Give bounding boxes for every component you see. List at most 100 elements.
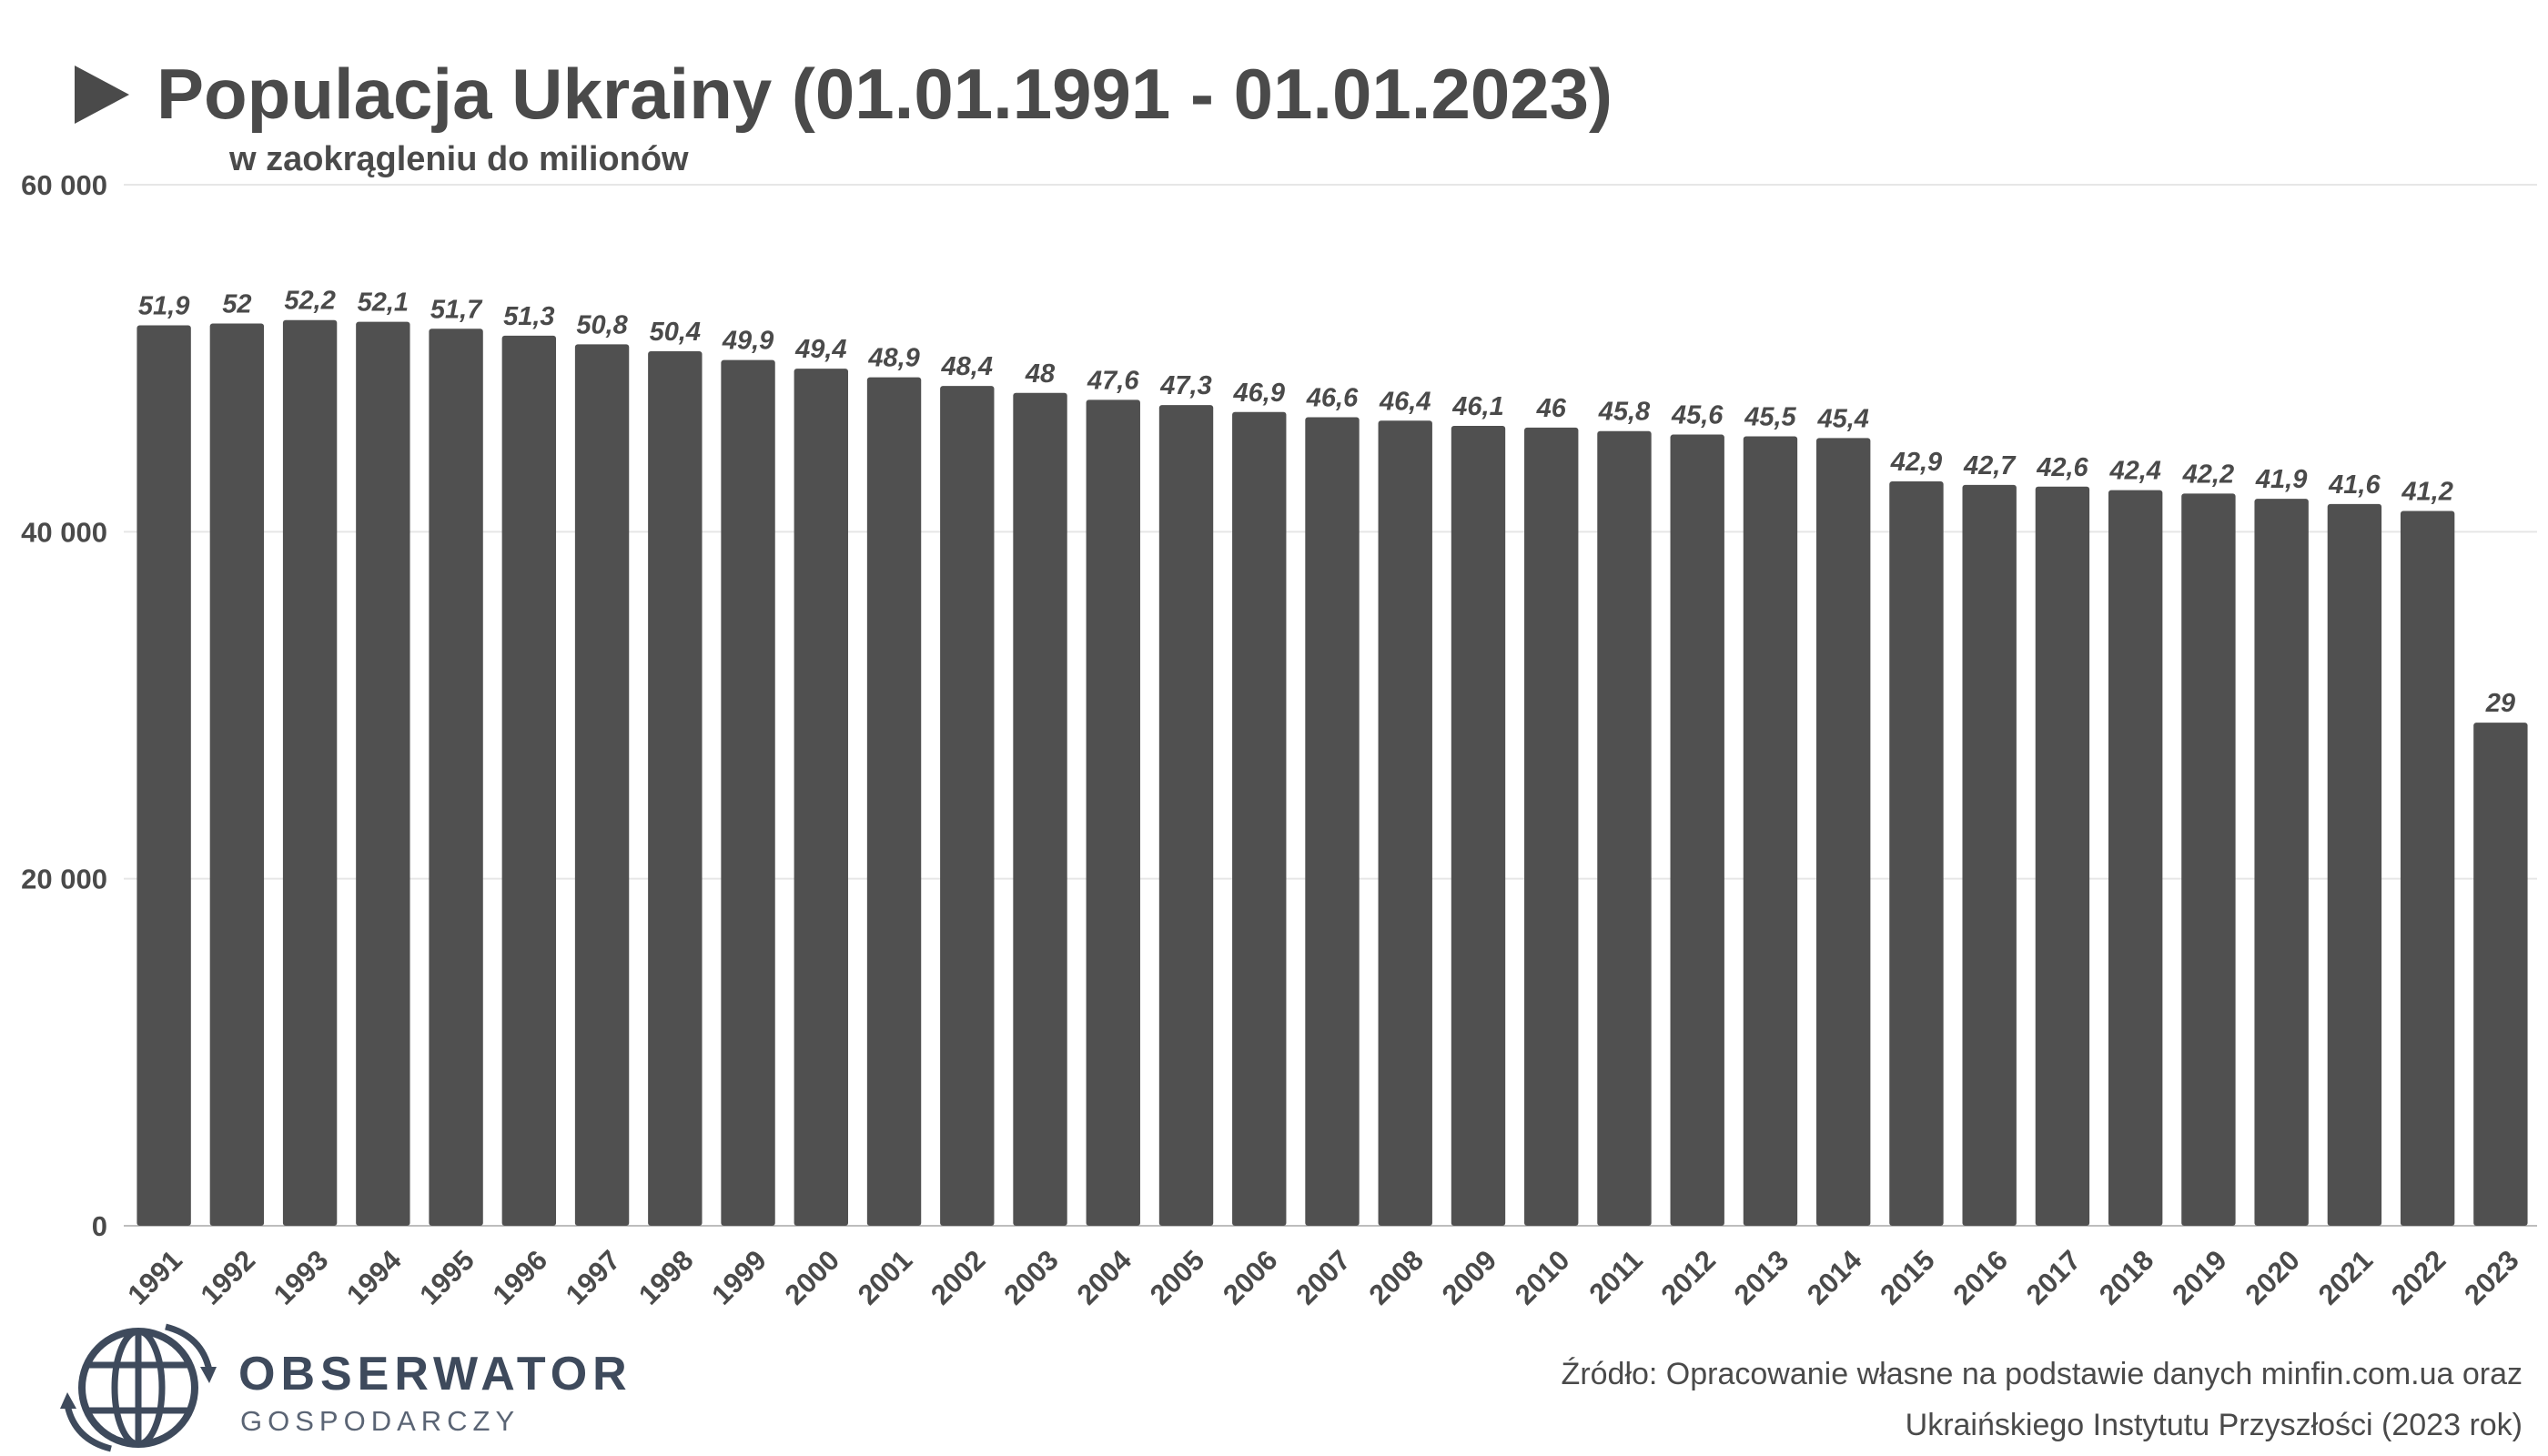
data-label: 49,4 xyxy=(794,335,846,364)
x-tick-label: 1994 xyxy=(340,1244,408,1311)
chart-title: Populacja Ukrainy (01.01.1991 - 01.01.20… xyxy=(157,54,1613,134)
data-label: 42,4 xyxy=(2108,457,2160,486)
data-label: 45,8 xyxy=(1598,398,1651,427)
data-label: 46,6 xyxy=(1306,383,1359,412)
data-label: 50,4 xyxy=(650,318,701,347)
data-label: 46,9 xyxy=(1233,379,1285,408)
x-tick-label: 2023 xyxy=(2458,1244,2525,1311)
logo-text-primary: OBSERWATOR xyxy=(238,1348,632,1400)
source-note: Źródło: Opracowanie własne na podstawie … xyxy=(1562,1349,2523,1451)
data-label: 42,2 xyxy=(2182,460,2234,489)
x-tick-label: 2014 xyxy=(1801,1244,1868,1311)
data-label: 47,6 xyxy=(1087,366,1139,395)
x-tick-label: 1999 xyxy=(705,1244,773,1311)
bar xyxy=(574,344,630,1226)
source-line-1: Źródło: Opracowanie własne na podstawie … xyxy=(1561,1357,2523,1391)
x-tick-label: 2007 xyxy=(1289,1244,1357,1311)
data-labels: 51,9 52 52,2 52,1 51,7 51,3 50,8 50,4 49,9 49,4 48… xyxy=(138,287,2515,718)
bar xyxy=(1305,417,1360,1226)
bar xyxy=(1597,430,1652,1226)
bar xyxy=(282,319,338,1227)
data-label: 45,6 xyxy=(1671,401,1724,430)
x-axis: 1991 1992 1993 1994 1995 1996 1997 1998 1999 2000… xyxy=(121,1244,2524,1311)
data-label: 46,1 xyxy=(1451,392,1503,421)
chart-subtitle: w zaokrągleniu do milionów xyxy=(229,140,689,178)
bar xyxy=(1451,426,1506,1226)
y-axis: 0 20 000 40 000 60 000 xyxy=(21,169,107,1242)
x-tick-label: 2003 xyxy=(997,1244,1065,1311)
y-tick-label: 20 000 xyxy=(21,864,107,895)
bar xyxy=(501,335,557,1226)
bar xyxy=(136,325,191,1226)
data-label: 41,6 xyxy=(2328,470,2381,500)
x-tick-label: 2010 xyxy=(1509,1244,1576,1311)
x-tick-label: 2002 xyxy=(925,1244,992,1311)
x-tick-label: 2008 xyxy=(1363,1244,1431,1311)
bar xyxy=(209,323,265,1226)
bar xyxy=(2181,493,2236,1226)
bar xyxy=(1158,405,1214,1226)
bar xyxy=(1962,484,2017,1226)
bar xyxy=(794,369,848,1226)
data-label: 50,8 xyxy=(576,310,628,339)
x-tick-label: 2020 xyxy=(2239,1244,2306,1311)
data-label: 29 xyxy=(2485,689,2515,718)
x-tick-label: 2022 xyxy=(2385,1244,2452,1311)
x-tick-label: 1995 xyxy=(413,1244,480,1311)
bars xyxy=(136,319,2528,1227)
logo-text-secondary: GOSPODARCZY xyxy=(240,1405,521,1437)
bar xyxy=(1086,399,1140,1227)
data-label: 51,9 xyxy=(138,291,189,320)
bar xyxy=(940,386,995,1226)
data-label: 42,6 xyxy=(2036,453,2088,482)
bar xyxy=(2327,503,2382,1226)
bar xyxy=(1816,438,1871,1227)
bar xyxy=(2400,511,2455,1226)
x-tick-label: 2000 xyxy=(779,1244,846,1311)
x-tick-label: 2021 xyxy=(2312,1244,2380,1311)
data-label: 52,2 xyxy=(284,287,335,316)
bar xyxy=(1524,427,1579,1226)
data-label: 41,2 xyxy=(2401,477,2452,506)
x-tick-label: 2012 xyxy=(1654,1244,1722,1311)
x-tick-label: 2013 xyxy=(1728,1244,1795,1311)
data-label: 52,1 xyxy=(358,288,409,318)
x-tick-label: 1996 xyxy=(487,1244,554,1311)
data-label: 42,9 xyxy=(1890,448,1942,477)
bar xyxy=(1232,411,1287,1227)
data-label: 51,3 xyxy=(503,302,554,331)
data-label: 46,4 xyxy=(1379,387,1431,416)
x-tick-label: 2001 xyxy=(852,1244,919,1311)
data-label: 48,9 xyxy=(867,344,919,373)
data-label: 48,4 xyxy=(941,352,993,381)
bar xyxy=(2035,486,2090,1226)
x-tick-label: 2005 xyxy=(1144,1244,1211,1311)
data-label: 51,7 xyxy=(430,295,483,324)
bar xyxy=(2254,499,2309,1226)
bar xyxy=(648,351,703,1226)
x-tick-label: 2006 xyxy=(1217,1244,1284,1311)
bar xyxy=(1378,420,1432,1227)
chart-header: Populacja Ukrainy (01.01.1991 - 01.01.20… xyxy=(75,53,2168,180)
x-tick-label: 1991 xyxy=(121,1244,188,1311)
bar xyxy=(1670,434,1724,1226)
x-tick-label: 2009 xyxy=(1436,1244,1503,1311)
x-tick-label: 2015 xyxy=(1874,1244,1941,1311)
data-label: 41,9 xyxy=(2255,465,2307,494)
x-tick-label: 1992 xyxy=(195,1244,262,1311)
x-tick-label: 2019 xyxy=(2166,1244,2233,1311)
y-tick-label: 40 000 xyxy=(21,516,107,548)
data-label: 42,7 xyxy=(1963,451,2017,480)
data-label: 49,9 xyxy=(722,327,774,356)
x-tick-label: 1997 xyxy=(560,1244,627,1311)
logo: OBSERWATOR GOSPODARCZY xyxy=(56,1321,627,1454)
data-label: 47,3 xyxy=(1159,371,1211,400)
y-tick-label: 0 xyxy=(92,1210,107,1242)
bar xyxy=(1013,392,1067,1226)
bar xyxy=(2108,490,2163,1226)
x-tick-label: 1993 xyxy=(268,1244,335,1311)
bar xyxy=(356,321,410,1226)
x-tick-label: 2004 xyxy=(1071,1244,1138,1311)
data-label: 52 xyxy=(222,290,251,319)
